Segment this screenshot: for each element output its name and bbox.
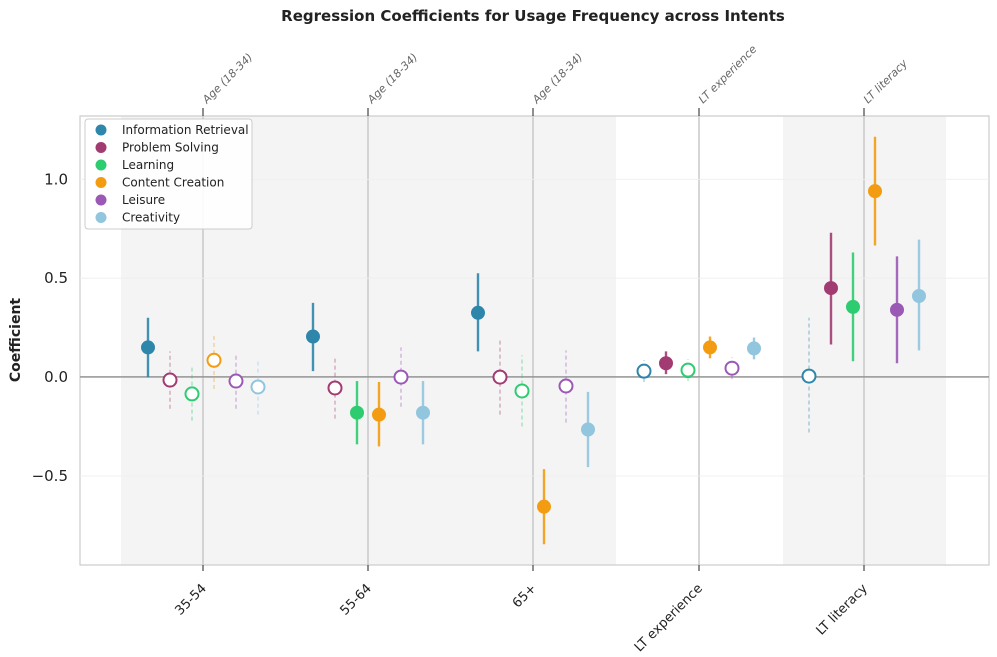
- y-tick-label: 0.5: [44, 269, 68, 287]
- data-point: [141, 340, 155, 355]
- data-point: [659, 356, 673, 371]
- legend: Information Retrieval Problem Solving Lear…: [84, 118, 253, 230]
- data-point: [558, 378, 574, 394]
- legend-label: Creativity: [122, 211, 180, 225]
- x-tick-label: 65+: [510, 581, 540, 611]
- data-point: [747, 341, 761, 356]
- data-point: [393, 369, 409, 385]
- top-label: LT literacy: [861, 57, 911, 107]
- x-tick-label: LT experience: [632, 581, 706, 655]
- data-point: [912, 288, 926, 303]
- legend-label: Learning: [122, 158, 174, 172]
- x-tick-label: LT literacy: [814, 581, 871, 638]
- y-axis-label: Coefficient: [8, 298, 24, 383]
- data-point: [372, 407, 386, 422]
- data-point: [846, 299, 860, 314]
- chart-title: Regression Coefficients for Usage Freque…: [281, 7, 785, 25]
- data-point: [350, 405, 364, 420]
- data-point: [492, 369, 508, 385]
- x-tick-label: 35-54: [173, 581, 210, 618]
- data-point: [581, 422, 595, 437]
- data-point: [250, 379, 266, 395]
- legend-marker: [95, 194, 107, 206]
- top-label: Age (18-34): [529, 51, 585, 107]
- data-point: [537, 499, 551, 514]
- data-point: [306, 329, 320, 344]
- data-point: [228, 373, 244, 389]
- legend-label: Information Retrieval: [122, 123, 249, 137]
- data-point: [184, 386, 200, 402]
- data-point: [416, 405, 430, 420]
- y-tick-label: 1.0: [44, 170, 68, 188]
- y-tick-label: 0.0: [44, 368, 68, 386]
- data-point: [514, 383, 530, 399]
- data-point: [680, 362, 696, 378]
- legend-marker: [95, 124, 107, 136]
- plot-frame: [79, 115, 990, 566]
- legend-label: Leisure: [122, 193, 165, 207]
- data-point: [327, 380, 343, 396]
- legend-marker: [95, 177, 107, 188]
- data-points: [141, 136, 926, 545]
- x-axis-ticks: 35-54 55-64 65+ LT experience LT literacy: [173, 565, 871, 655]
- x-tick-label: 55-64: [338, 581, 375, 618]
- top-label: Age (18-34): [199, 51, 255, 107]
- legend-marker: [95, 159, 107, 171]
- data-point: [868, 184, 882, 199]
- legend-box: [84, 118, 253, 230]
- data-point: [724, 360, 740, 376]
- y-tick-label: −0.5: [32, 467, 68, 485]
- top-label: Age (18-34): [364, 51, 420, 107]
- data-point: [890, 302, 904, 317]
- legend-marker: [95, 142, 107, 153]
- legend-label: Content Creation: [122, 176, 224, 190]
- data-point: [162, 372, 178, 388]
- top-axis-labels: Age (18-34) Age (18-34) Age (18-34) LT expe…: [199, 42, 910, 116]
- data-point: [471, 305, 485, 320]
- legend-label: Problem Solving: [122, 141, 219, 155]
- top-label: LT experience: [696, 42, 760, 106]
- data-point: [206, 352, 222, 368]
- data-point: [824, 281, 838, 296]
- data-point: [703, 340, 717, 355]
- data-point: [801, 368, 817, 384]
- data-point: [636, 363, 652, 379]
- legend-marker: [95, 212, 107, 223]
